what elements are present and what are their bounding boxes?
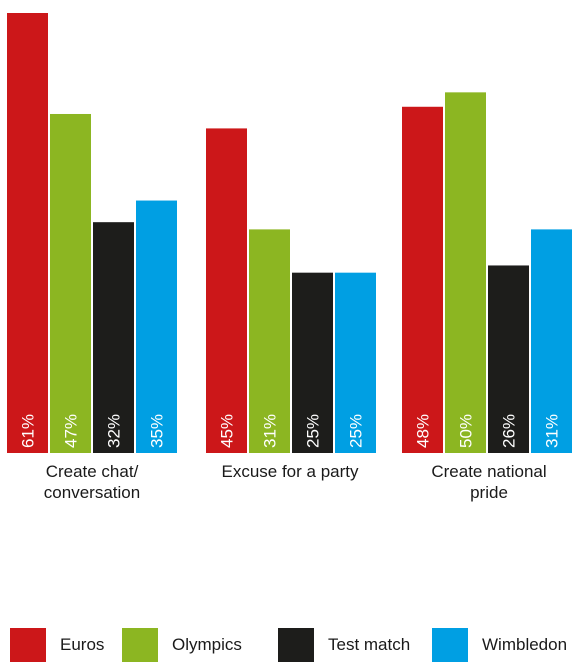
legend-item-euros: Euros — [10, 628, 104, 662]
bar-test-match-1 — [93, 222, 134, 453]
bar-wimbledon-1 — [136, 200, 177, 453]
bar-olympics-3 — [445, 92, 486, 453]
data-label-test-match-1: 32% — [105, 414, 124, 448]
data-label-olympics-1: 47% — [62, 414, 81, 448]
bar-test-match-2 — [292, 272, 333, 453]
data-label-olympics-3: 50% — [457, 414, 476, 448]
legend-item-wimbledon: Wimbledon — [432, 628, 567, 662]
legend-item-test-match: Test match — [278, 628, 410, 662]
bar-olympics-1 — [50, 113, 91, 453]
data-label-test-match-2: 25% — [304, 414, 323, 448]
data-label-wimbledon-3: 31% — [543, 414, 562, 448]
data-label-test-match-3: 26% — [500, 414, 519, 448]
legend-swatch — [278, 628, 314, 662]
legend-swatch — [432, 628, 468, 662]
bar-euros-3 — [402, 106, 443, 453]
category-label-2: Excuse for a party — [200, 461, 380, 482]
bar-euros-2 — [206, 128, 247, 453]
category-label-line: Create national — [431, 462, 547, 481]
data-label-euros-3: 48% — [414, 414, 433, 448]
legend-label: Test match — [328, 635, 411, 654]
legend-swatch — [122, 628, 158, 662]
data-label-wimbledon-1: 35% — [148, 414, 167, 448]
bar-wimbledon-2 — [335, 272, 376, 453]
legend: Euros Olympics Test match Wimbledon — [0, 628, 580, 662]
legend-label: Euros — [60, 635, 105, 654]
bar-test-match-3 — [488, 265, 529, 453]
bar-chart: 61% 47% 32% 35% 45% 31% 25% 25% 48% 50% 26% 31% — [7, 13, 572, 453]
category-label-1: Create chat/conversation — [2, 461, 182, 503]
data-label-olympics-2: 31% — [261, 414, 280, 448]
data-label-euros-2: 45% — [218, 414, 237, 448]
category-label-line: Create chat/ — [45, 462, 139, 481]
bar-euros-1 — [7, 13, 48, 453]
bar-wimbledon-3 — [531, 229, 572, 453]
category-label-line: Excuse for a party — [221, 462, 359, 481]
category-label-line: conversation — [43, 483, 141, 502]
legend-item-olympics: Olympics — [122, 628, 242, 662]
data-label-euros-1: 61% — [19, 414, 38, 448]
category-label-line: pride — [470, 483, 508, 502]
legend-label: Wimbledon — [482, 635, 568, 654]
category-label-3: Create national pride — [399, 461, 579, 503]
legend-swatch — [10, 628, 46, 662]
data-label-wimbledon-2: 25% — [347, 414, 366, 448]
legend-label: Olympics — [172, 635, 242, 654]
bar-olympics-2 — [249, 229, 290, 453]
